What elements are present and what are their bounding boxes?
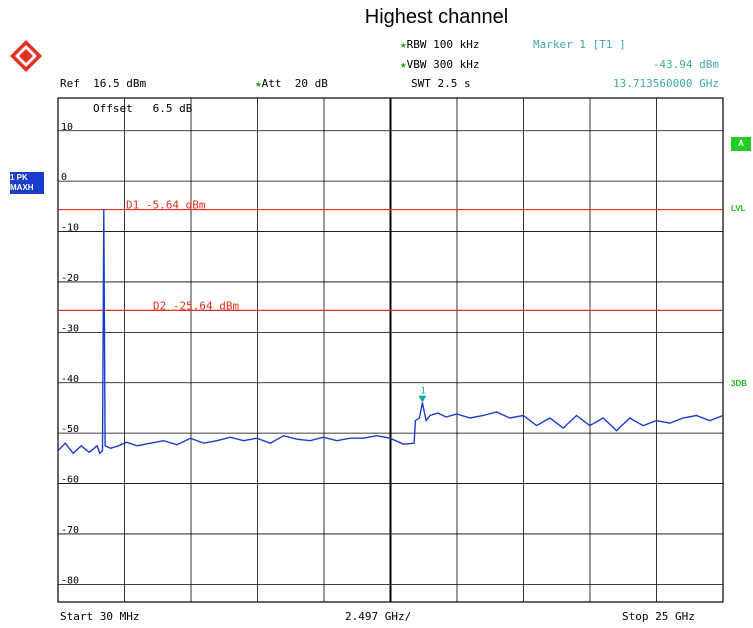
lvl-label: LVL [731, 204, 746, 213]
marker-label: Marker 1 [T1 ] [533, 38, 626, 51]
y-tick-label: -20 [61, 273, 79, 284]
3db-label: 3DB [731, 379, 748, 388]
att-value: 20 dB [294, 77, 328, 90]
offset-value: 6.5 dB [152, 102, 193, 115]
trace-badge: 1 PK MAXH [10, 172, 44, 194]
y-tick-label: -10 [61, 223, 79, 234]
y-tick-label: -40 [61, 374, 79, 385]
a-badge: A [731, 137, 751, 151]
y-tick-label: 10 [61, 122, 73, 133]
spectrum-trace [57, 209, 724, 455]
trace-badge-line1: 1 PK [10, 173, 28, 182]
stop-frequency: Stop 25 GHz [622, 610, 695, 623]
chart-title: Highest channel [364, 6, 509, 28]
marker-frequency: 13.713560000 GHz [613, 77, 719, 90]
rohde-schwarz-logo [8, 38, 44, 74]
att-label: Att [261, 77, 282, 90]
vbw-value: 300 kHz [433, 58, 480, 71]
vbw-label: VBW [406, 58, 427, 71]
swt-label: SWT [411, 77, 431, 90]
rbw-label: RBW [406, 38, 427, 51]
vbw-readout: ★VBW 300 kHz [400, 58, 480, 71]
y-tick-label: -80 [61, 575, 79, 586]
ref-readout: Ref 16.5 dBm [60, 77, 146, 90]
y-tick-label: 0 [61, 172, 67, 183]
swt-readout: SWT 2.5 s [411, 77, 471, 90]
y-tick-label: -70 [61, 525, 79, 536]
trace-badge-line2: MAXH [10, 183, 34, 192]
ref-value: 16.5 dBm [93, 77, 147, 90]
swt-value: 2.5 s [437, 77, 471, 90]
rbw-value: 100 kHz [433, 38, 480, 51]
marker-1-label: 1 [420, 387, 425, 397]
display-line-label-d2: D2 -25.64 dBm [153, 299, 239, 312]
display-line-label-d1: D1 -5.64 dBm [126, 199, 206, 212]
y-tick-label: -30 [61, 323, 79, 334]
offset-label: Offset [93, 102, 133, 115]
division-frequency: 2.497 GHz/ [345, 610, 412, 623]
start-frequency: Start 30 MHz [60, 610, 140, 623]
offset-readout: Offset 6.5 dB [93, 102, 192, 115]
marker-level: -43.94 dBm [652, 58, 719, 71]
ref-label: Ref [60, 77, 80, 90]
y-tick-label: -60 [61, 475, 79, 486]
y-tick-label: -50 [61, 424, 79, 435]
rbw-readout: ★RBW 100 kHz [400, 38, 480, 51]
marker-1 [418, 395, 427, 403]
att-readout: ★Att 20 dB [255, 77, 328, 90]
